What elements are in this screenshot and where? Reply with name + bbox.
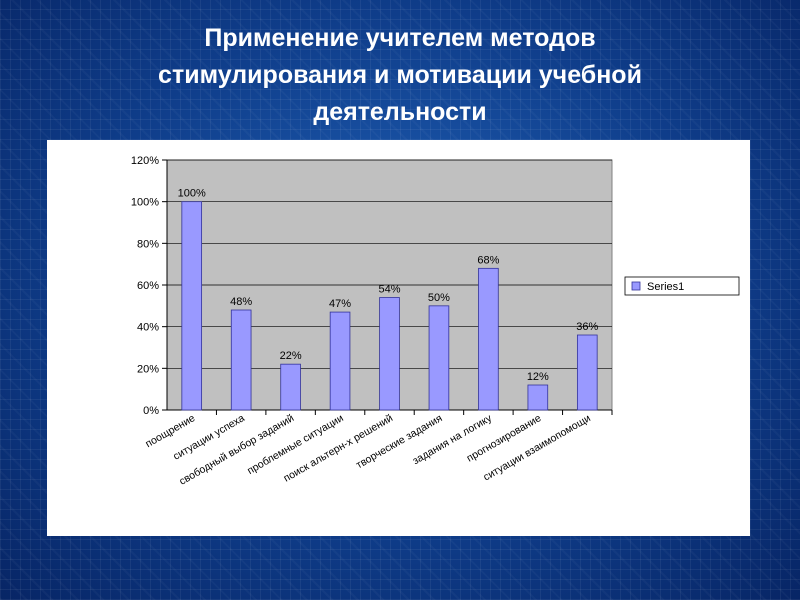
data-label: 68% <box>477 254 499 266</box>
data-label: 36% <box>576 321 598 333</box>
bar <box>280 363 301 411</box>
bar <box>428 305 450 411</box>
y-tick-label: 60% <box>137 280 159 292</box>
title-line-2: стимулирования и мотивации учебной <box>158 61 642 89</box>
chart-panel: 0% 20% 40% 60% 80% 100% 120% 100% поощрение 48% си… <box>47 140 750 536</box>
legend-box <box>624 276 740 296</box>
bar <box>478 267 499 411</box>
y-tick-label: 40% <box>137 322 159 334</box>
data-label: 54% <box>378 284 400 296</box>
bar <box>527 384 549 411</box>
bar <box>230 309 252 411</box>
category-label: творческие задания <box>354 412 444 471</box>
data-label: 22% <box>280 350 302 362</box>
y-tick-label: 20% <box>137 363 159 375</box>
title-line-1: Применение учителем методов <box>204 24 596 52</box>
y-tick-label: 0% <box>143 405 159 417</box>
bar <box>576 334 598 411</box>
data-label: 48% <box>230 296 252 308</box>
slide-title: Применение учителем методов стимулирован… <box>60 20 740 131</box>
y-tick-label: 100% <box>131 197 159 209</box>
bar-chart: 0%20%40%60%80%100%120%100%поощрение48%си… <box>131 155 740 488</box>
legend-swatch <box>631 281 641 291</box>
y-tick-label: 80% <box>137 238 159 250</box>
legend-label: Series1 <box>647 281 684 293</box>
bar <box>329 311 351 411</box>
title-line-3: деятельности <box>313 98 487 126</box>
data-label: 100% <box>178 188 206 200</box>
data-label: 12% <box>527 371 549 383</box>
data-label: 47% <box>329 298 351 310</box>
y-tick-label: 120% <box>131 155 159 167</box>
data-label: 50% <box>428 292 450 304</box>
bar <box>181 201 203 411</box>
bar <box>379 297 400 411</box>
